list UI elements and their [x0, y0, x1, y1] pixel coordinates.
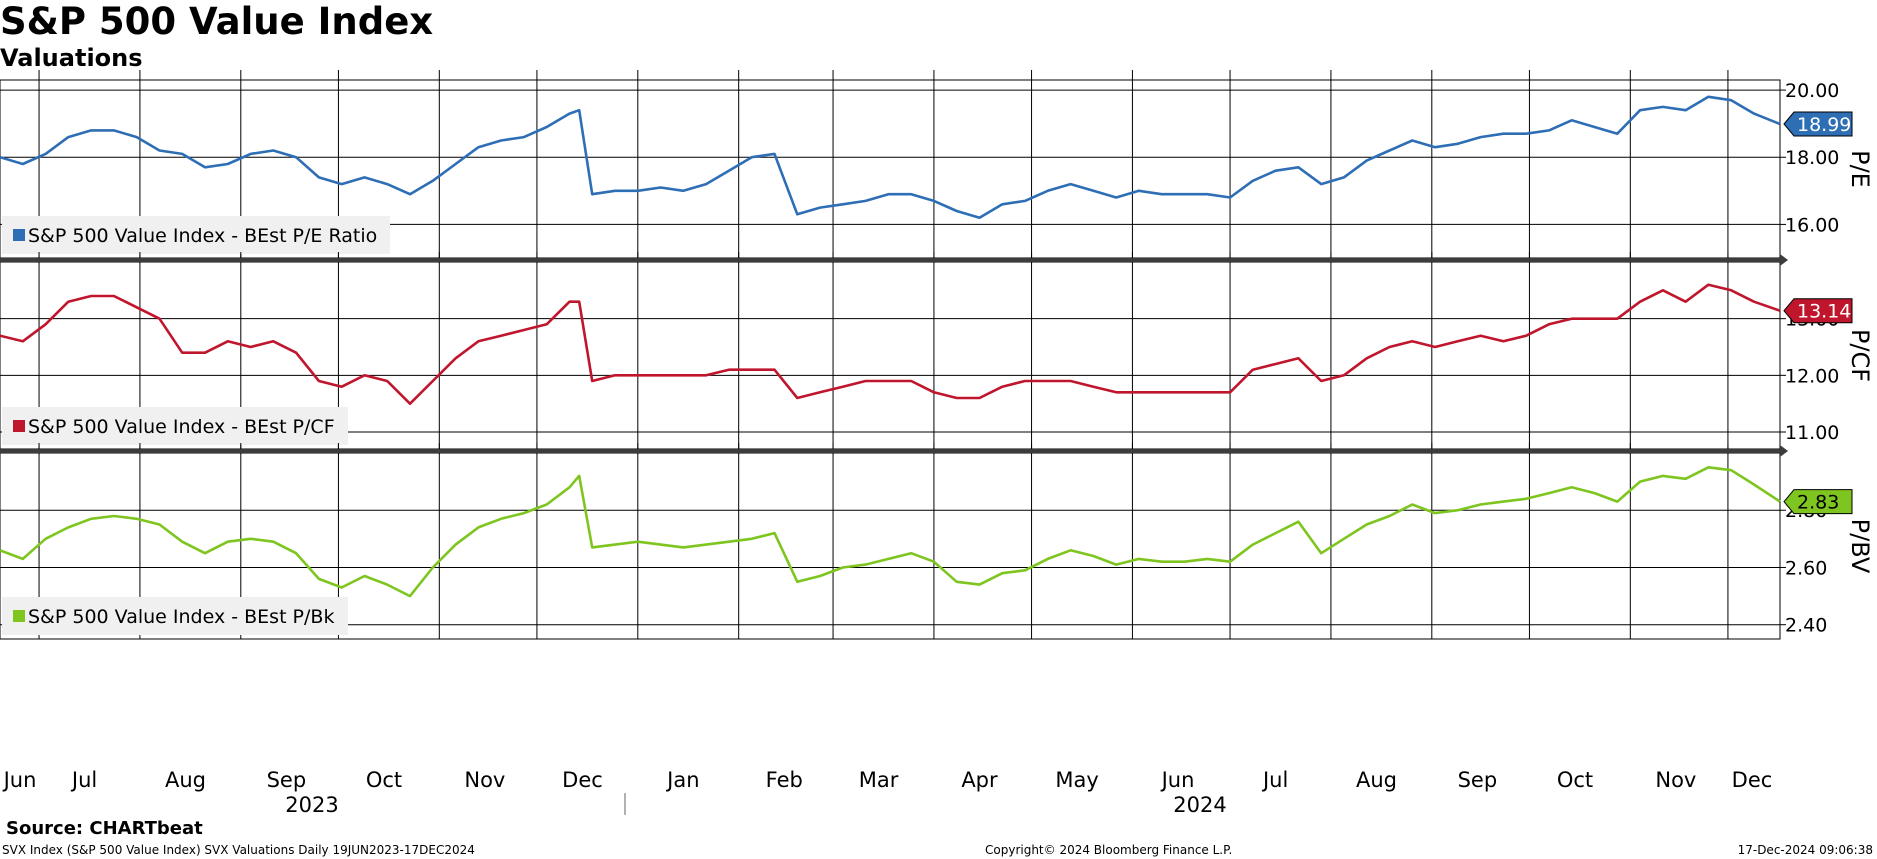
legend-label: S&P 500 Value Index - BEst P/Bk — [28, 606, 334, 628]
x-tick-label: Jan — [665, 768, 699, 792]
x-tick-label: Jun — [2, 768, 37, 792]
y-tick-label: 12.00 — [1785, 365, 1839, 387]
y-tick-label: 20.00 — [1785, 80, 1839, 102]
last-value-label: 13.14 — [1797, 301, 1851, 323]
series-line — [0, 465, 1781, 598]
legend-box — [2, 597, 348, 635]
y-tick-label: 16.00 — [1785, 214, 1839, 236]
panel-separator — [0, 449, 1780, 453]
x-tick-label: Sep — [1458, 768, 1498, 792]
x-tick-label: Jun — [1160, 768, 1195, 792]
legend-label: S&P 500 Value Index - BEst P/CF — [28, 416, 335, 438]
legend-box — [2, 216, 390, 254]
last-value-label: 2.83 — [1797, 492, 1839, 514]
series-line — [0, 95, 1781, 219]
footer-copyright: Copyright© 2024 Bloomberg Finance L.P. — [985, 843, 1233, 857]
x-tick-label: Sep — [267, 768, 307, 792]
panel-separator — [0, 258, 1780, 262]
x-tick-label: Nov — [464, 768, 505, 792]
x-tick-label: Apr — [961, 768, 998, 792]
y-tick-label: 2.40 — [1785, 615, 1827, 637]
x-tick-label: Dec — [562, 768, 603, 792]
footer-description: SVX Index (S&P 500 Value Index) SVX Valu… — [2, 843, 475, 857]
x-tick-label: Dec — [1732, 768, 1773, 792]
legend-swatch — [13, 229, 25, 241]
x-year-label: 2023 — [285, 793, 338, 817]
separator-arrow — [1780, 445, 1788, 457]
chart-subtitle: Valuations — [0, 44, 143, 72]
x-tick-label: Oct — [1557, 768, 1593, 792]
legend-swatch — [13, 610, 25, 622]
separator-arrow — [1780, 254, 1788, 266]
y-tick-label: 11.00 — [1785, 422, 1839, 444]
y-tick-label: 18.00 — [1785, 147, 1839, 169]
x-tick-label: Feb — [766, 768, 803, 792]
x-tick-label: Oct — [366, 768, 402, 792]
y-axis-title: P/BV — [1846, 519, 1874, 574]
x-tick-label: Mar — [859, 768, 899, 792]
x-tick-label: Jul — [1261, 768, 1288, 792]
y-tick-label: 2.60 — [1785, 557, 1827, 579]
y-axis-title: P/CF — [1846, 329, 1874, 382]
source-note: Source: CHARTbeat — [6, 818, 203, 839]
legend-box — [2, 407, 348, 445]
legend-label: S&P 500 Value Index - BEst P/E Ratio — [28, 225, 377, 247]
series-line — [0, 283, 1781, 406]
legend-swatch — [13, 420, 25, 432]
last-value-tag — [1783, 298, 1853, 324]
x-tick-label: May — [1055, 768, 1098, 792]
footer-timestamp: 17-Dec-2024 09:06:38 — [1737, 843, 1873, 857]
x-tick-label: Aug — [1356, 768, 1397, 792]
last-value-label: 18.99 — [1797, 114, 1851, 136]
last-value-tag — [1783, 111, 1853, 137]
x-year-label: 2024 — [1173, 793, 1226, 817]
last-value-tag — [1783, 489, 1853, 515]
x-tick-label: Aug — [165, 768, 206, 792]
y-axis-title: P/E — [1846, 150, 1874, 188]
x-tick-label: Nov — [1655, 768, 1696, 792]
x-tick-label: Jul — [70, 768, 97, 792]
chart-title: S&P 500 Value Index — [0, 0, 434, 43]
